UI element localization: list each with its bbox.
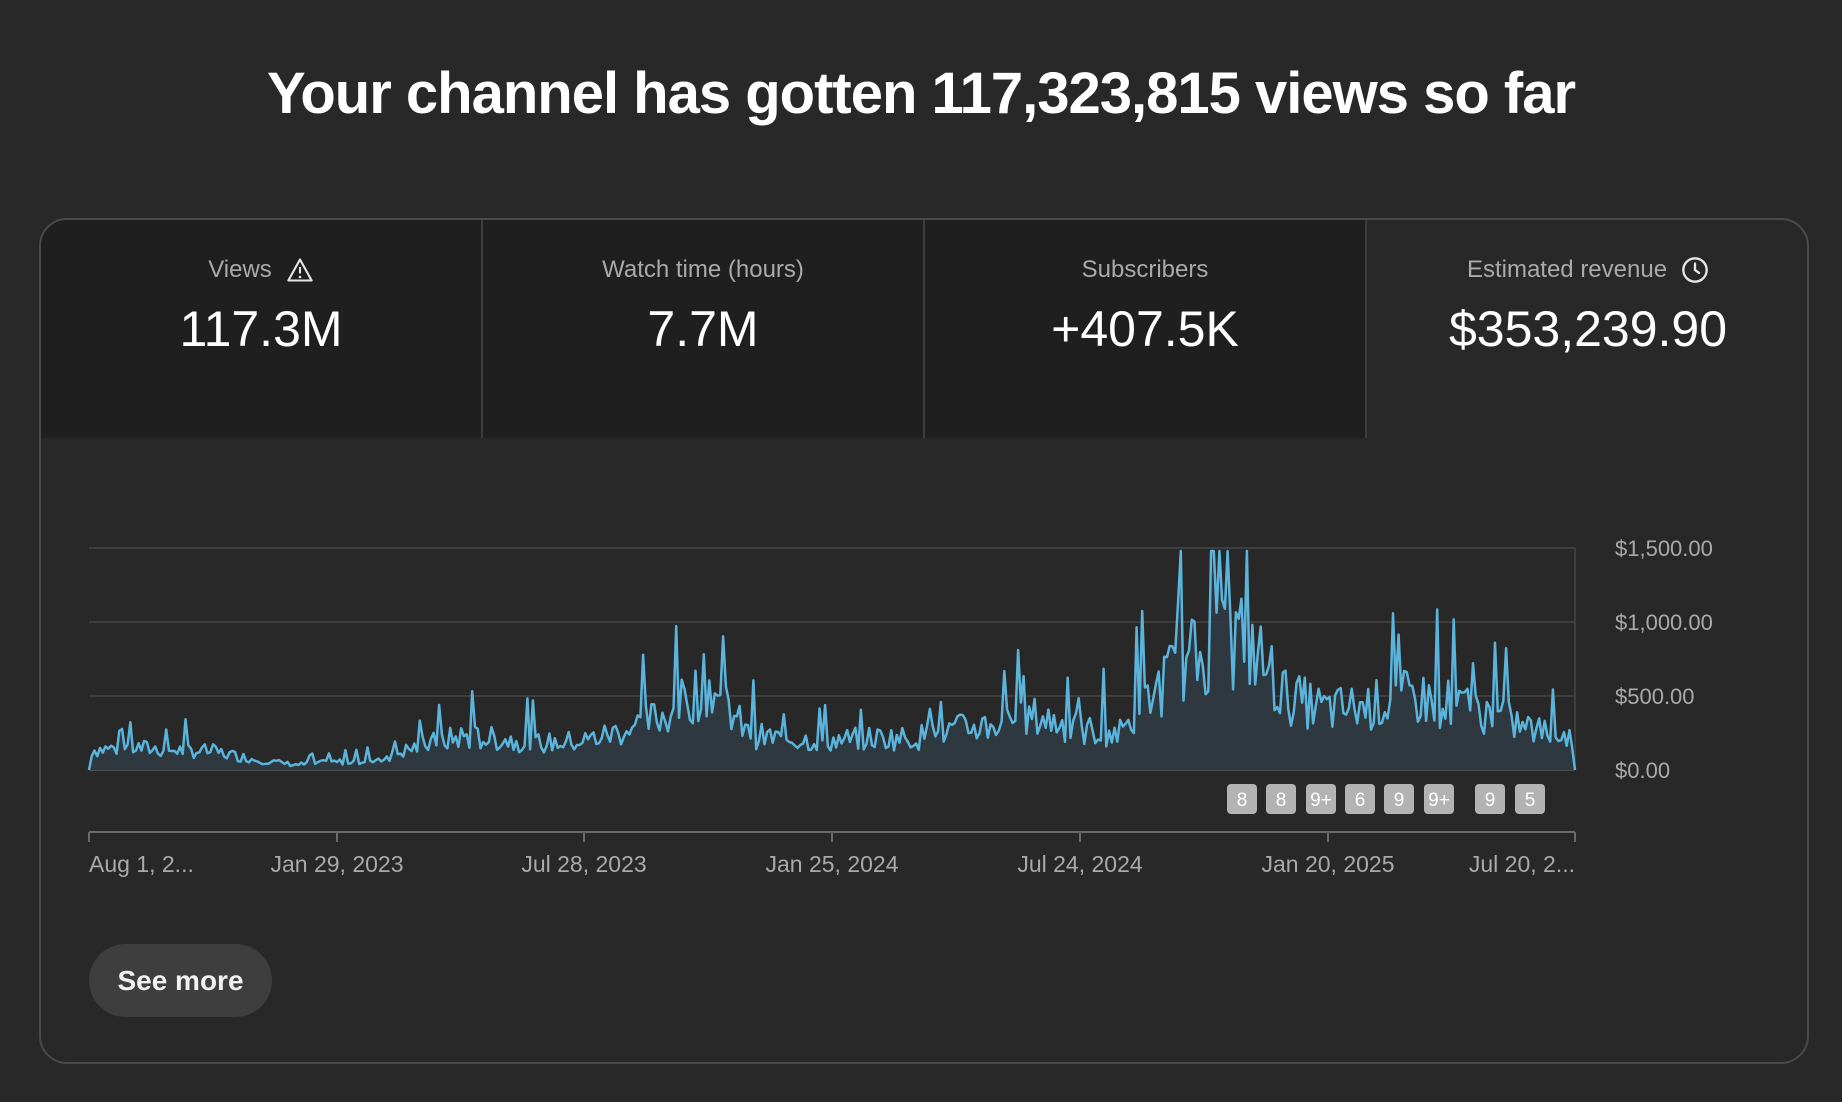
annotation-badge-label: 5 [1525, 790, 1536, 811]
annotation-badge [1227, 784, 1257, 814]
tab-subscribers-value: +407.5K [1051, 301, 1239, 357]
annotation-badge [1384, 784, 1414, 814]
annotation-badge-label: 9 [1394, 790, 1405, 811]
y-tick-label: $1,000.00 [1615, 610, 1713, 635]
annotation-badge [1475, 784, 1505, 814]
tab-watch-time-value: 7.7M [647, 301, 759, 357]
annotation-badge [1266, 784, 1296, 814]
annotation-badge [1306, 784, 1336, 814]
y-tick-label: $0.00 [1615, 758, 1670, 783]
annotation-badge-label: 8 [1237, 790, 1248, 811]
tab-watch-time-label: Watch time (hours) [602, 256, 804, 283]
revenue-area [89, 551, 1575, 770]
x-tick-label: Aug 1, 2... [89, 851, 194, 877]
tab-views[interactable]: Views 117.3M [41, 220, 483, 438]
annotation-badge-label: 9 [1485, 790, 1496, 811]
clock-icon[interactable] [1681, 256, 1709, 284]
warning-icon[interactable] [286, 256, 314, 284]
tab-revenue-value: $353,239.90 [1448, 301, 1728, 357]
x-tick-label: Jul 20, 2... [1469, 851, 1575, 877]
y-tick-label: $1,500.00 [1615, 536, 1713, 561]
annotation-badge-label: 6 [1355, 790, 1366, 811]
tab-watch-time[interactable]: Watch time (hours) 7.7M [483, 220, 925, 438]
revenue-chart-svg: $0.00 $500.00 $1,000.00 $1,500.00 8 8 9+ 6 9 9+ 9 5… [87, 536, 1713, 877]
revenue-line [87, 549, 1577, 771]
tab-subscribers-label: Subscribers [1081, 256, 1209, 283]
annotation-badge [1424, 784, 1454, 814]
x-tick-label: Jul 28, 2023 [521, 851, 646, 877]
tab-views-value: 117.3M [179, 301, 343, 357]
tab-revenue-label: Estimated revenue [1466, 256, 1668, 283]
x-tick-label: Jan 20, 2025 [1261, 851, 1394, 877]
tab-views-label: Views [208, 256, 272, 283]
metric-tabs: Views 117.3M Watch time (hours) 7.7M Sub… [41, 220, 1807, 438]
annotation-badge-label: 9+ [1310, 790, 1332, 811]
see-more-button[interactable]: See more [89, 944, 272, 1017]
annotation-badge-label: 9+ [1428, 790, 1450, 811]
revenue-chart: $0.00 $500.00 $1,000.00 $1,500.00 8 8 9+ 6 9 9+ 9 5… [41, 438, 1807, 938]
page-title: Your channel has gotten 117,323,815 view… [266, 61, 1576, 126]
annotation-badge-label: 8 [1276, 790, 1287, 811]
tab-subscribers[interactable]: Subscribers +407.5K [925, 220, 1367, 438]
analytics-card: Views 117.3M Watch time (hours) 7.7M Sub… [39, 218, 1809, 1064]
tab-estimated-revenue[interactable]: Estimated revenue $353,239.90 [1367, 220, 1807, 438]
annotation-badge [1345, 784, 1375, 814]
y-tick-label: $500.00 [1615, 684, 1695, 709]
x-tick-label: Jul 24, 2024 [1017, 851, 1143, 877]
x-tick-label: Jan 29, 2023 [270, 851, 403, 877]
x-tick-label: Jan 25, 2024 [765, 851, 898, 877]
annotation-badge [1515, 784, 1545, 814]
